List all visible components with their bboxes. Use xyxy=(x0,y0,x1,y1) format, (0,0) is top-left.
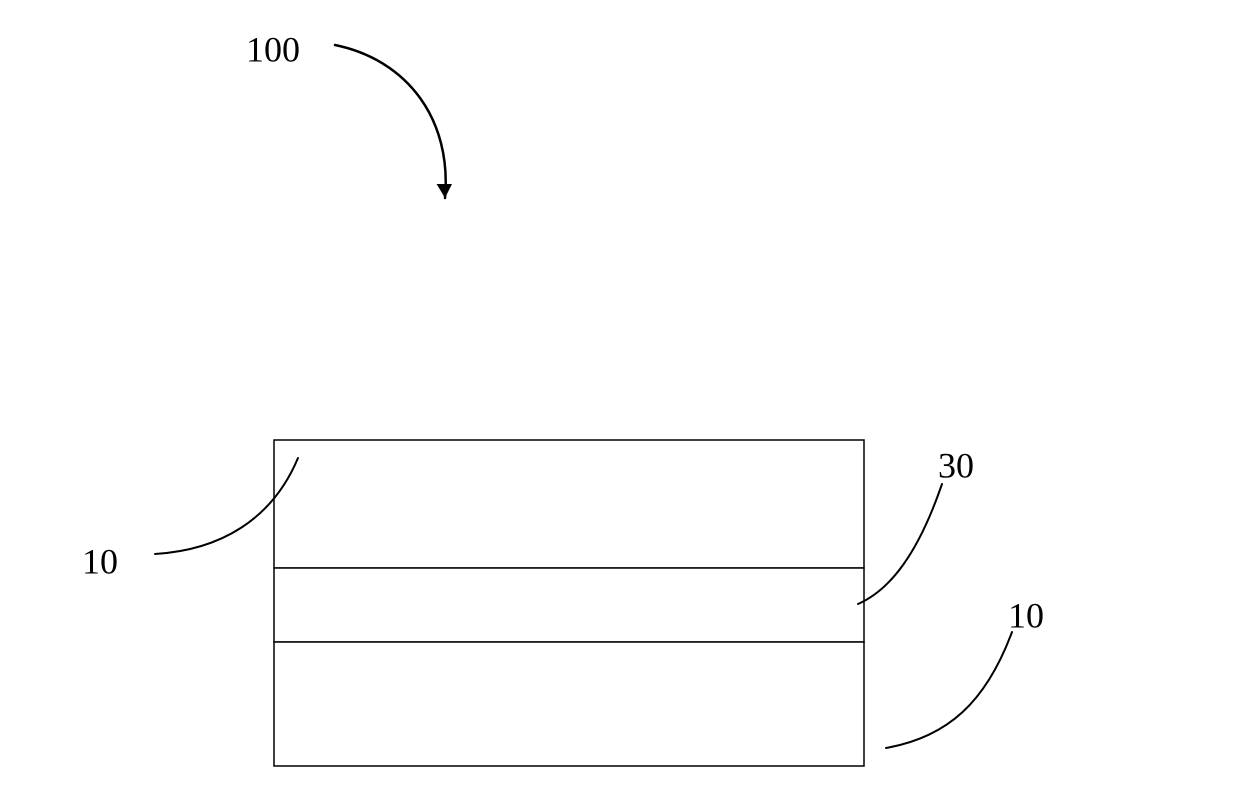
leader-right-bottom xyxy=(886,632,1012,748)
layer-bottom xyxy=(274,642,864,766)
leader-assembly xyxy=(335,45,446,198)
layer-stack xyxy=(274,440,864,766)
label-right-30: 30 xyxy=(938,446,974,486)
layer-middle xyxy=(274,568,864,642)
leader-right-middle xyxy=(858,484,942,604)
label-assembly-100: 100 xyxy=(246,30,300,70)
diagram-svg: 100 10 30 10 xyxy=(0,0,1238,791)
leader-assembly-arrowhead xyxy=(437,184,452,198)
layer-top xyxy=(274,440,864,568)
label-left-10: 10 xyxy=(82,542,118,582)
label-right-bottom-10: 10 xyxy=(1008,596,1044,636)
